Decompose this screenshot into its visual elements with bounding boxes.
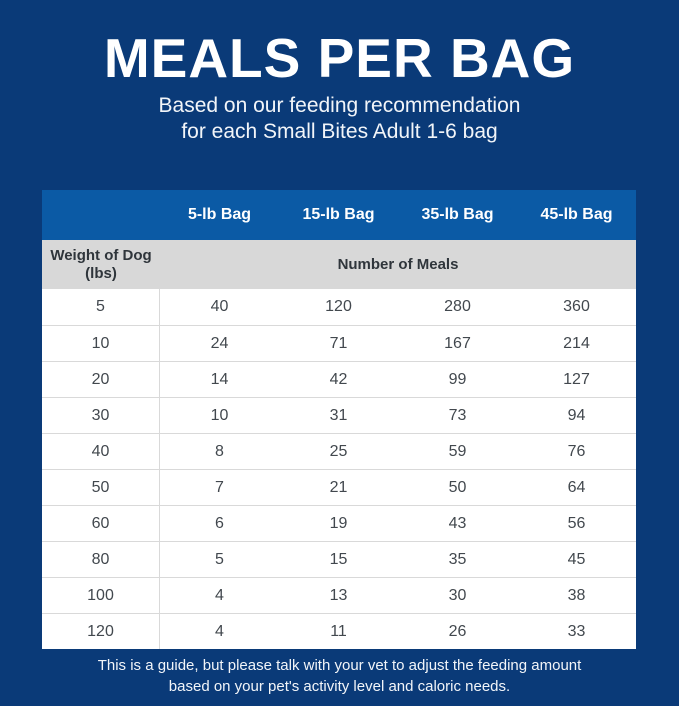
meals-cell: 6 bbox=[215, 514, 224, 532]
column-header-45lb: 45-lb Bag bbox=[540, 206, 613, 223]
weight-cell: 50 bbox=[42, 470, 160, 505]
meals-cell: 280 bbox=[444, 298, 471, 315]
meals-cell: 11 bbox=[330, 622, 347, 640]
meals-cell: 167 bbox=[444, 334, 471, 352]
meals-cell: 360 bbox=[563, 298, 590, 315]
table-row: 40 8 25 59 76 bbox=[42, 433, 636, 469]
meals-cell: 120 bbox=[325, 298, 352, 315]
weight-cell: 30 bbox=[42, 398, 160, 433]
meals-cell: 214 bbox=[563, 334, 590, 352]
number-of-meals-header: Number of Meals bbox=[337, 256, 459, 273]
weight-header-line-1: Weight of Dog bbox=[50, 246, 152, 264]
meals-cell: 59 bbox=[448, 442, 467, 460]
bag-size-header-row: 5-lb Bag 15-lb Bag 35-lb Bag 45-lb Bag bbox=[42, 190, 636, 240]
meals-cell: 42 bbox=[329, 370, 348, 388]
table-row: 50 7 21 50 64 bbox=[42, 469, 636, 505]
table-rows: 5 40 120 280 360 10 24 71 167 214 20 14 42 99 127 30 10 3… bbox=[42, 289, 636, 649]
meals-cell: 76 bbox=[567, 442, 586, 460]
column-header-5lb: 5-lb Bag bbox=[187, 206, 252, 223]
meals-cell: 4 bbox=[215, 622, 224, 640]
meals-cell: 43 bbox=[448, 514, 467, 532]
meals-cell: 45 bbox=[567, 550, 586, 568]
meals-cell: 4 bbox=[215, 586, 224, 604]
column-header-35lb: 35-lb Bag bbox=[421, 206, 494, 223]
footer-note: This is a guide, but please talk with yo… bbox=[0, 655, 679, 697]
meals-cell: 25 bbox=[329, 442, 348, 460]
meals-cell: 127 bbox=[563, 370, 590, 388]
table-row: 20 14 42 99 127 bbox=[42, 361, 636, 397]
subtitle-line-1: Based on our feeding recommendation bbox=[158, 94, 521, 117]
weight-cell: 80 bbox=[42, 542, 160, 577]
footer-line-2: based on your pet's activity level and c… bbox=[168, 678, 511, 695]
meals-cell: 73 bbox=[448, 406, 467, 424]
meals-cell: 21 bbox=[329, 478, 348, 496]
weight-of-dog-header: Weight of Dog (lbs) bbox=[42, 247, 160, 283]
column-header-15lb: 15-lb Bag bbox=[302, 206, 375, 223]
table-row: 60 6 19 43 56 bbox=[42, 505, 636, 541]
meals-cell: 15 bbox=[329, 550, 348, 568]
weight-cell: 60 bbox=[42, 506, 160, 541]
meals-cell: 56 bbox=[567, 514, 586, 532]
meals-cell: 33 bbox=[567, 622, 586, 640]
meals-cell: 26 bbox=[448, 622, 467, 640]
table-row: 10 24 71 167 214 bbox=[42, 325, 636, 361]
meals-cell: 7 bbox=[215, 478, 224, 496]
meals-cell: 5 bbox=[215, 550, 224, 568]
weight-cell: 100 bbox=[42, 578, 160, 613]
meals-cell: 50 bbox=[448, 478, 467, 496]
table-row: 120 4 11 26 33 bbox=[42, 613, 636, 649]
weight-cell: 10 bbox=[42, 326, 160, 361]
meals-cell: 13 bbox=[329, 586, 348, 604]
table-row: 30 10 31 73 94 bbox=[42, 397, 636, 433]
table-row: 5 40 120 280 360 bbox=[42, 289, 636, 325]
meals-cell: 24 bbox=[210, 334, 229, 352]
meals-cell: 30 bbox=[448, 586, 467, 604]
meals-cell: 19 bbox=[329, 514, 348, 532]
meals-cell: 14 bbox=[210, 370, 229, 388]
meals-cell: 8 bbox=[215, 442, 224, 460]
meals-cell: 40 bbox=[210, 298, 229, 315]
meals-cell: 94 bbox=[567, 406, 586, 424]
meals-cell: 64 bbox=[567, 478, 586, 496]
weight-cell: 40 bbox=[42, 434, 160, 469]
header: MEALS PER BAG Based on our feeding recom… bbox=[0, 27, 679, 145]
meals-table: 5-lb Bag 15-lb Bag 35-lb Bag 45-lb Bag W… bbox=[42, 190, 636, 649]
page-title: MEALS PER BAG bbox=[103, 27, 576, 89]
weight-header-line-2: (lbs) bbox=[85, 264, 117, 282]
page-subtitle: Based on our feeding recommendation for … bbox=[0, 93, 679, 145]
meals-cell: 31 bbox=[329, 406, 348, 424]
meals-cell: 99 bbox=[448, 370, 467, 388]
meals-cell: 71 bbox=[329, 334, 348, 352]
weight-cell: 120 bbox=[42, 614, 160, 649]
subtitle-line-2: for each Small Bites Adult 1-6 bag bbox=[181, 120, 498, 143]
footer-line-1: This is a guide, but please talk with yo… bbox=[97, 657, 582, 674]
meals-cell: 35 bbox=[448, 550, 467, 568]
table-row: 100 4 13 30 38 bbox=[42, 577, 636, 613]
table-row: 80 5 15 35 45 bbox=[42, 541, 636, 577]
subheader-row: Weight of Dog (lbs) Number of Meals bbox=[42, 240, 636, 289]
meals-cell: 10 bbox=[210, 406, 229, 424]
weight-cell: 20 bbox=[42, 362, 160, 397]
meals-cell: 38 bbox=[567, 586, 586, 604]
weight-cell: 5 bbox=[42, 289, 160, 325]
